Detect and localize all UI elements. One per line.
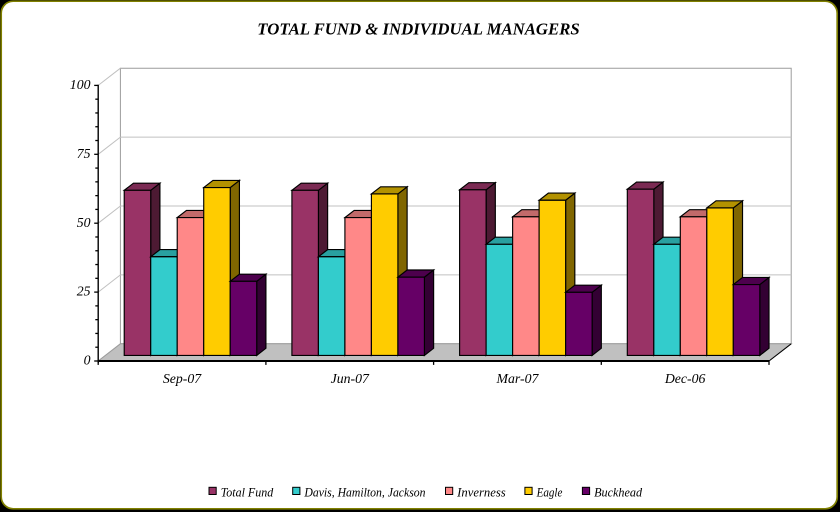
svg-text:TOTAL FUND & INDIVIDUAL MANAGE: TOTAL FUND & INDIVIDUAL MANAGERS (257, 19, 579, 38)
svg-text:Total Fund: Total Fund (221, 485, 274, 499)
svg-text:Sep-07: Sep-07 (163, 371, 202, 386)
svg-text:75: 75 (77, 146, 91, 161)
svg-text:100: 100 (70, 77, 91, 92)
svg-text:50: 50 (77, 215, 91, 230)
svg-text:Dec-06: Dec-06 (664, 371, 706, 386)
svg-text:Davis, Hamilton, Jackson: Davis, Hamilton, Jackson (303, 485, 425, 499)
svg-text:Buckhead: Buckhead (594, 485, 643, 499)
svg-text:Mar-07: Mar-07 (496, 371, 540, 386)
svg-text:25: 25 (77, 284, 91, 299)
svg-text:Inverness: Inverness (456, 485, 506, 499)
svg-text:Jun-07: Jun-07 (331, 371, 370, 386)
svg-text:Eagle: Eagle (536, 485, 563, 499)
svg-text:0: 0 (84, 353, 91, 368)
